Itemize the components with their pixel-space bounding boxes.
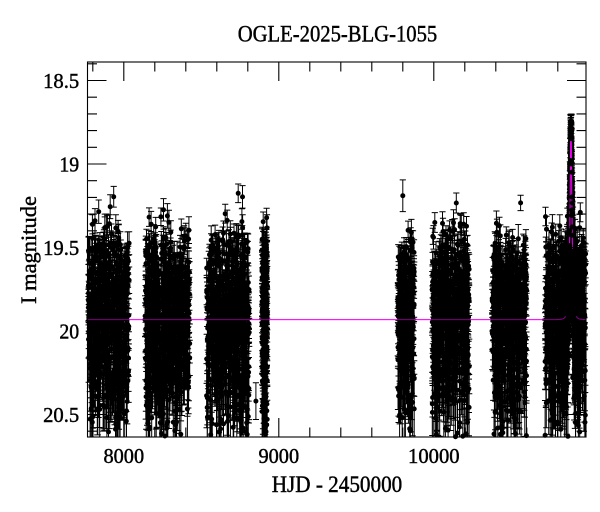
svg-text:HJD - 2450000: HJD - 2450000 xyxy=(272,472,403,497)
svg-text:8000: 8000 xyxy=(104,444,145,468)
svg-text:OGLE-2025-BLG-1055: OGLE-2025-BLG-1055 xyxy=(238,22,438,48)
svg-text:18.5: 18.5 xyxy=(43,69,79,93)
svg-text:9000: 9000 xyxy=(259,444,300,468)
svg-text:19: 19 xyxy=(59,152,79,176)
svg-text:19.5: 19.5 xyxy=(43,236,79,260)
svg-text:10000: 10000 xyxy=(408,444,460,468)
svg-text:20.5: 20.5 xyxy=(43,403,79,427)
svg-text:I magnitude: I magnitude xyxy=(16,196,41,304)
svg-text:20: 20 xyxy=(59,319,79,343)
